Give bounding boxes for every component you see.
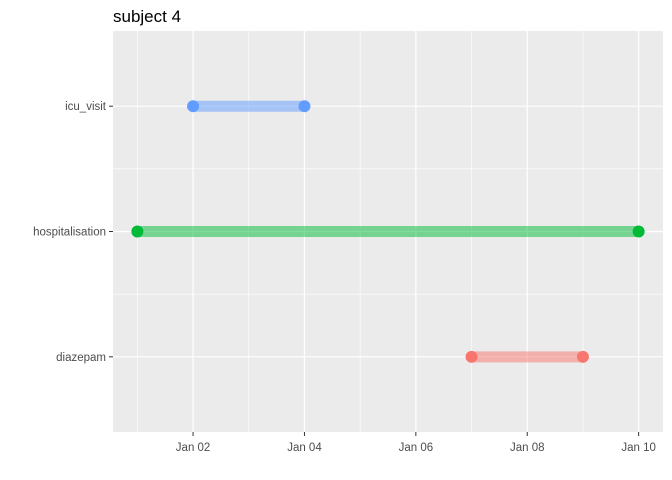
x-tick-label: Jan 04	[287, 442, 322, 454]
segment-end-point	[632, 225, 645, 238]
y-tick-label: hospitalisation	[33, 227, 106, 239]
x-tick-label: Jan 06	[399, 442, 434, 454]
x-tick-label: Jan 08	[510, 442, 545, 454]
axes: Jan 02 Jan 04 Jan 06 Jan 08 Jan 10 icu_visith…	[33, 101, 656, 454]
x-tick-label: Jan 10	[621, 442, 656, 454]
x-tick-label: Jan 02	[176, 442, 211, 454]
segment-hospitalisation	[131, 225, 645, 238]
segment-start-point	[131, 225, 144, 238]
chart-title: subject 4	[113, 7, 181, 26]
segment-diazepam	[465, 350, 589, 363]
y-tick-label: icu_visit	[65, 101, 107, 113]
segment-start-point	[187, 100, 200, 113]
segment-start-point	[465, 350, 478, 363]
timeline-segments	[131, 100, 645, 363]
segment-icu_visit	[187, 100, 311, 113]
segment-end-point	[298, 100, 311, 113]
y-tick-label: diazepam	[56, 352, 106, 364]
segment-end-point	[576, 350, 589, 363]
